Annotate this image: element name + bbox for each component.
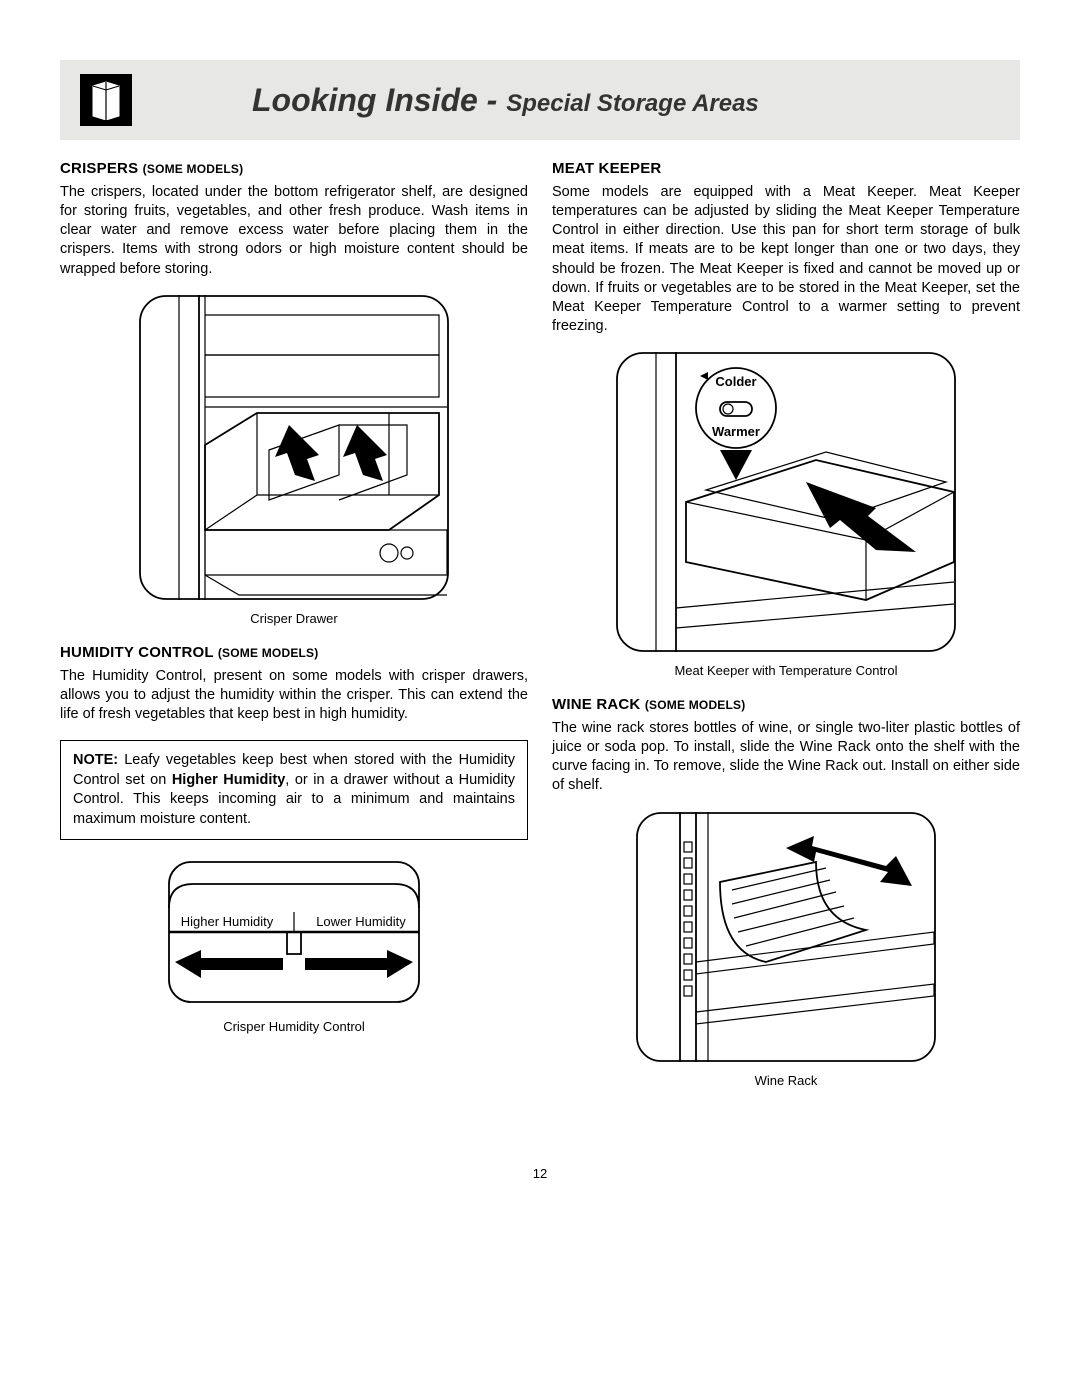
page-number: 12 <box>60 1166 1020 1181</box>
label-high: Higher Humidity <box>181 914 274 929</box>
crisper-figure <box>60 295 528 605</box>
note-bold: Higher Humidity <box>172 772 285 788</box>
wine-figure <box>552 812 1020 1067</box>
meat-body: Some models are equipped with a Meat Kee… <box>552 183 1020 336</box>
crispers-heading-small: (SOME MODELS) <box>143 162 244 176</box>
label-warmer: Warmer <box>712 424 760 439</box>
meat-heading: MEAT KEEPER <box>552 160 1020 177</box>
crispers-heading-text: CRISPERS <box>60 160 138 177</box>
wine-heading-text: WINE RACK <box>552 696 640 713</box>
humidity-body: The Humidity Control, present on some mo… <box>60 667 528 724</box>
label-low: Lower Humidity <box>316 914 406 929</box>
page-header: Looking Inside - Special Storage Areas <box>60 60 1020 140</box>
left-column: CRISPERS (SOME MODELS) The crispers, loc… <box>60 158 528 1106</box>
content-columns: CRISPERS (SOME MODELS) The crispers, loc… <box>60 158 1020 1106</box>
wine-body: The wine rack stores bottles of wine, or… <box>552 719 1020 796</box>
wine-heading-small: (SOME MODELS) <box>645 698 746 712</box>
crispers-heading: CRISPERS (SOME MODELS) <box>60 160 528 177</box>
humidity-heading-text: HUMIDITY CONTROL <box>60 644 213 661</box>
meat-caption: Meat Keeper with Temperature Control <box>552 663 1020 678</box>
humidity-caption: Crisper Humidity Control <box>60 1019 528 1034</box>
humidity-figure: Higher Humidity Lower Humidity <box>60 858 528 1013</box>
humidity-note: NOTE: Leafy vegetables keep best when st… <box>60 740 528 840</box>
wine-heading: WINE RACK (SOME MODELS) <box>552 696 1020 713</box>
page-title: Looking Inside - Special Storage Areas <box>252 82 759 119</box>
note-prefix: NOTE: <box>73 752 118 768</box>
title-main: Looking Inside - <box>252 82 506 118</box>
meat-heading-text: MEAT KEEPER <box>552 160 661 177</box>
section-icon <box>80 74 132 126</box>
label-colder: Colder <box>715 374 756 389</box>
wine-caption: Wine Rack <box>552 1073 1020 1088</box>
crispers-body: The crispers, located under the bottom r… <box>60 183 528 279</box>
meat-figure: Colder Warmer <box>552 352 1020 657</box>
humidity-heading: HUMIDITY CONTROL (SOME MODELS) <box>60 644 528 661</box>
crisper-caption: Crisper Drawer <box>60 611 528 626</box>
humidity-heading-small: (SOME MODELS) <box>218 646 319 660</box>
right-column: MEAT KEEPER Some models are equipped wit… <box>552 158 1020 1106</box>
title-sub: Special Storage Areas <box>506 90 759 117</box>
